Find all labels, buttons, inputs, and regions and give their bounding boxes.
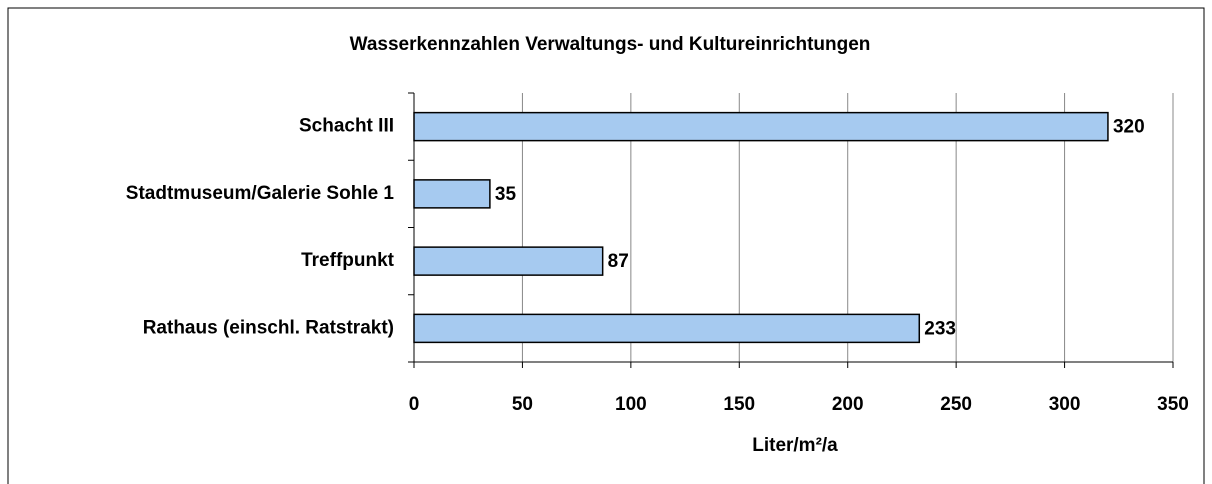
bar: [413, 179, 491, 209]
x-tick-label: 350: [1157, 394, 1189, 415]
x-tick-label: 250: [940, 394, 972, 415]
data-label: 35: [495, 184, 517, 205]
chart-frame: [7, 7, 1205, 484]
data-label: 320: [1113, 117, 1145, 138]
x-tick-label: 50: [512, 394, 533, 415]
x-tick-label: 300: [1049, 394, 1081, 415]
x-axis-title: Liter/m²/a: [752, 435, 838, 456]
y-tick-label: Schacht III: [299, 116, 394, 137]
x-tick-label: 100: [615, 394, 647, 415]
bar: [413, 246, 604, 276]
y-tick-label: Rathaus (einschl. Ratstrakt): [143, 317, 394, 338]
x-tick-label: 150: [723, 394, 755, 415]
data-label: 233: [924, 318, 956, 339]
bar: [413, 313, 921, 344]
x-tick-label: 0: [409, 394, 420, 415]
bar: [413, 111, 1109, 142]
chart-title: Wasserkennzahlen Verwaltungs- und Kultur…: [350, 34, 871, 55]
data-label: 87: [608, 251, 629, 272]
y-tick-label: Treffpunkt: [301, 250, 395, 271]
y-tick-label: Stadtmuseum/Galerie Sohle 1: [126, 183, 395, 204]
x-tick-label: 200: [832, 394, 864, 415]
